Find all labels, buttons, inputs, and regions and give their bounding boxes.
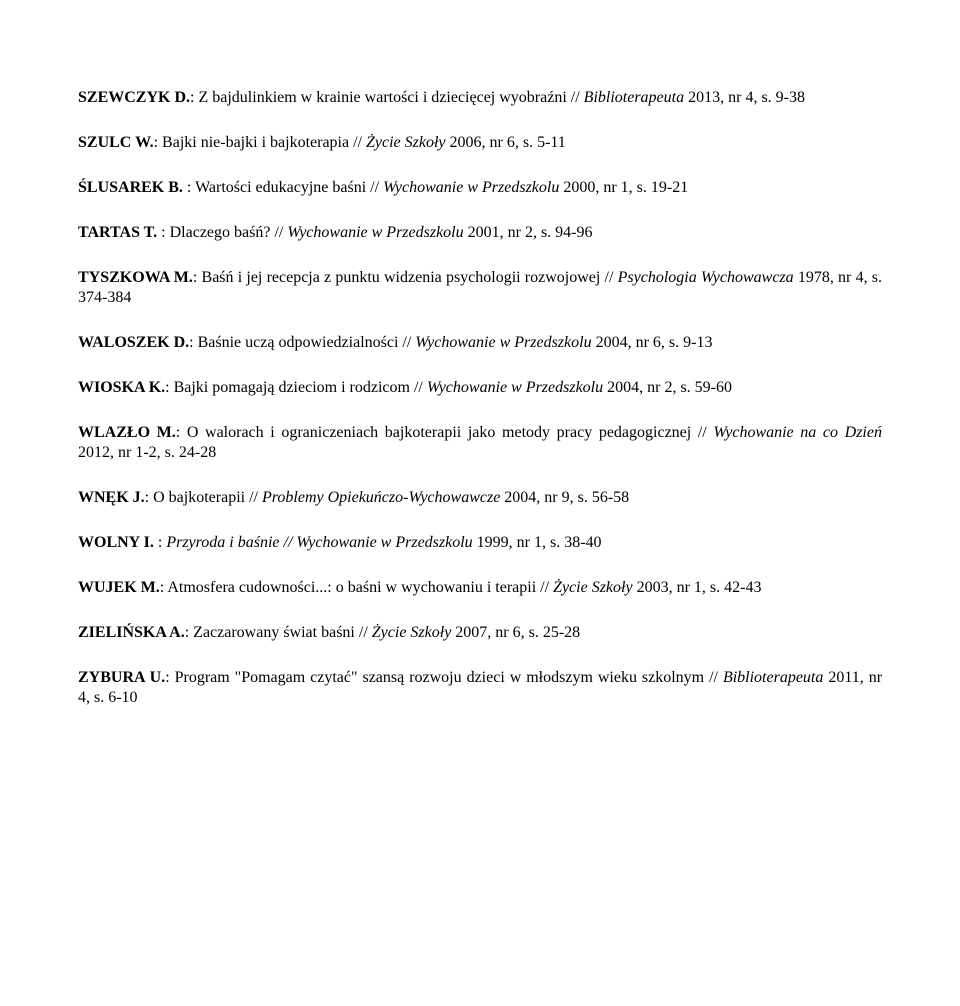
bibliography-entry: WALOSZEK D.: Baśnie uczą odpowiedzialnoś… [78, 333, 882, 353]
entry-author: TARTAS T. [78, 224, 157, 241]
entry-source: Problemy Opiekuńczo-Wychowawcze [262, 489, 500, 506]
entry-details: 1999, nr 1, s. 38-40 [473, 534, 602, 551]
entry-details: 2004, nr 6, s. 9-13 [592, 334, 713, 351]
entry-details: 2013, nr 4, s. 9-38 [684, 89, 805, 106]
entry-text: : Program "Pomagam czytać" szansą rozwoj… [165, 669, 723, 686]
entry-source: Wychowanie w Przedszkolu [383, 179, 559, 196]
entry-details: 2012, nr 1-2, s. 24-28 [78, 444, 216, 461]
entry-source: Przyroda i baśnie // Wychowanie w Przeds… [166, 534, 472, 551]
bibliography-entry: ZIELIŃSKA A.: Zaczarowany świat baśni //… [78, 623, 882, 643]
entry-text: : Bajki pomagają dzieciom i rodzicom // [165, 379, 427, 396]
entry-details: 2006, nr 6, s. 5-11 [446, 134, 566, 151]
bibliography-entry: TARTAS T. : Dlaczego baśń? // Wychowanie… [78, 223, 882, 243]
entry-source: Życie Szkoły [366, 134, 446, 151]
entry-text: : Z bajdulinkiem w krainie wartości i dz… [190, 89, 584, 106]
entry-details: 2003, nr 1, s. 42-43 [633, 579, 762, 596]
entry-text: : Dlaczego baśń? // [157, 224, 287, 241]
entry-text: : O walorach i ograniczeniach bajkoterap… [176, 424, 714, 441]
entry-source: Wychowanie na co Dzień [713, 424, 882, 441]
bibliography-entry: WUJEK M.: Atmosfera cudowności...: o baś… [78, 578, 882, 598]
entry-text: : Baśnie uczą odpowiedzialności // [189, 334, 415, 351]
entry-author: ZIELIŃSKA A. [78, 624, 185, 641]
entry-text: : O bajkoterapii // [145, 489, 262, 506]
bibliography-entry: WIOSKA K.: Bajki pomagają dzieciom i rod… [78, 378, 882, 398]
entry-author: ŚLUSAREK B. [78, 179, 183, 196]
entry-text: : Atmosfera cudowności...: o baśni w wyc… [160, 579, 553, 596]
entry-details: 2004, nr 9, s. 56-58 [500, 489, 629, 506]
entry-details: 2004, nr 2, s. 59-60 [603, 379, 732, 396]
bibliography-entry: SZEWCZYK D.: Z bajdulinkiem w krainie wa… [78, 88, 882, 108]
entry-author: WALOSZEK D. [78, 334, 189, 351]
bibliography-entry: WOLNY I. : Przyroda i baśnie // Wychowan… [78, 533, 882, 553]
entry-source: Psychologia Wychowawcza [618, 269, 794, 286]
entry-author: SZULC W. [78, 134, 154, 151]
entry-author: WOLNY I. [78, 534, 154, 551]
entry-source: Wychowanie w Przedszkolu [427, 379, 603, 396]
entry-details: 2000, nr 1, s. 19-21 [559, 179, 688, 196]
entry-text: : Baśń i jej recepcja z punktu widzenia … [193, 269, 618, 286]
bibliography-entry: SZULC W.: Bajki nie-bajki i bajkoterapia… [78, 133, 882, 153]
entry-text: : [154, 534, 166, 551]
bibliography-list: SZEWCZYK D.: Z bajdulinkiem w krainie wa… [78, 88, 882, 708]
entry-author: ZYBURA U. [78, 669, 165, 686]
entry-source: Biblioterapeuta [584, 89, 684, 106]
entry-author: WLAZŁO M. [78, 424, 176, 441]
bibliography-entry: WLAZŁO M.: O walorach i ograniczeniach b… [78, 423, 882, 463]
entry-author: TYSZKOWA M. [78, 269, 193, 286]
entry-source: Wychowanie w Przedszkolu [415, 334, 591, 351]
entry-details: 2007, nr 6, s. 25-28 [451, 624, 580, 641]
entry-source: Życie Szkoły [372, 624, 452, 641]
entry-author: WNĘK J. [78, 489, 145, 506]
entry-text: : Bajki nie-bajki i bajkoterapia // [154, 134, 366, 151]
entry-source: Wychowanie w Przedszkolu [287, 224, 463, 241]
entry-author: WIOSKA K. [78, 379, 165, 396]
entry-source: Życie Szkoły [553, 579, 633, 596]
entry-text: : Zaczarowany świat baśni // [185, 624, 372, 641]
bibliography-entry: ZYBURA U.: Program "Pomagam czytać" szan… [78, 668, 882, 708]
entry-author: WUJEK M. [78, 579, 160, 596]
entry-author: SZEWCZYK D. [78, 89, 190, 106]
bibliography-entry: WNĘK J.: O bajkoterapii // Problemy Opie… [78, 488, 882, 508]
entry-details: 2001, nr 2, s. 94-96 [464, 224, 593, 241]
entry-source: Biblioterapeuta [723, 669, 823, 686]
bibliography-entry: TYSZKOWA M.: Baśń i jej recepcja z punkt… [78, 268, 882, 308]
entry-text: : Wartości edukacyjne baśni // [183, 179, 383, 196]
bibliography-entry: ŚLUSAREK B. : Wartości edukacyjne baśni … [78, 178, 882, 198]
